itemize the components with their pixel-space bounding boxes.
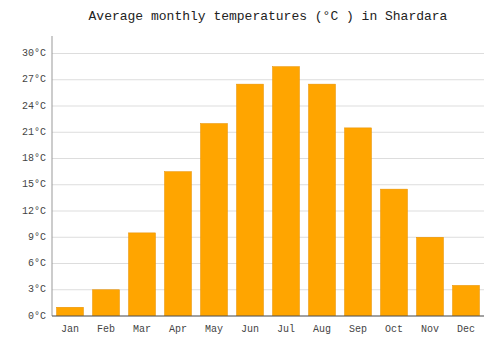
grid-line	[52, 184, 484, 185]
bar	[93, 290, 120, 316]
y-tick-label: 9°C	[28, 232, 46, 243]
x-ticks: Jan Feb Mar Apr May Jun Jul Aug Sep Oct Nov Dec	[61, 324, 475, 335]
x-tick-label: Oct	[385, 324, 403, 335]
bar	[237, 84, 264, 316]
y-tick-label: 15°C	[22, 179, 46, 190]
title: Average monthly temperatures (°C ) in Sh…	[89, 9, 448, 24]
bar	[165, 172, 192, 316]
y-tick-label: 3°C	[28, 284, 46, 295]
y-tick-label: 21°C	[22, 127, 46, 138]
bar	[273, 67, 300, 316]
x-tick-label: Apr	[169, 324, 187, 335]
bar	[57, 307, 84, 316]
y-tick-label: 12°C	[22, 206, 46, 217]
bar	[201, 124, 228, 317]
grid-line	[52, 106, 484, 107]
bar	[417, 237, 444, 316]
y-tick-label: 0°C	[28, 311, 46, 322]
x-tick-label: Sep	[349, 324, 367, 335]
chart-container: Average monthly temperatures (°C ) in Sh…	[0, 0, 500, 350]
grid-line	[52, 132, 484, 133]
x-tick-label: Mar	[133, 324, 151, 335]
x-tick-label: Jan	[61, 324, 79, 335]
y-tick-label: 6°C	[28, 258, 46, 269]
grid-line	[52, 316, 484, 317]
grid-line	[52, 158, 484, 159]
grid-line	[52, 79, 484, 80]
grid	[52, 54, 484, 317]
y-tick-label: 24°C	[22, 101, 46, 112]
grid-line	[52, 211, 484, 212]
x-tick-label: Jun	[241, 324, 259, 335]
x-tick-label: Nov	[421, 324, 439, 335]
x-tick-label: Jul	[277, 324, 295, 335]
y-ticks: 0°C 3°C 6°C 9°C 12°C 15°C 18°C 21°C 24°C 27°C 30°C	[22, 48, 46, 322]
chart-svg: Average monthly temperatures (°C ) in Sh…	[0, 0, 500, 350]
bars	[57, 67, 480, 316]
grid-line	[52, 53, 484, 54]
x-tick-label: Dec	[457, 324, 475, 335]
y-tick-label: 18°C	[22, 153, 46, 164]
x-tick-label: Aug	[313, 324, 331, 335]
y-axis-line	[52, 36, 53, 316]
bar	[345, 128, 372, 316]
y-tick-label: 30°C	[22, 48, 46, 59]
bar	[381, 189, 408, 316]
x-axis-line	[52, 316, 484, 317]
y-tick-label: 27°C	[22, 74, 46, 85]
bar	[309, 84, 336, 316]
bar	[453, 285, 480, 316]
x-tick-label: Feb	[97, 324, 115, 335]
x-tick-label: May	[205, 324, 223, 335]
bar	[129, 233, 156, 316]
